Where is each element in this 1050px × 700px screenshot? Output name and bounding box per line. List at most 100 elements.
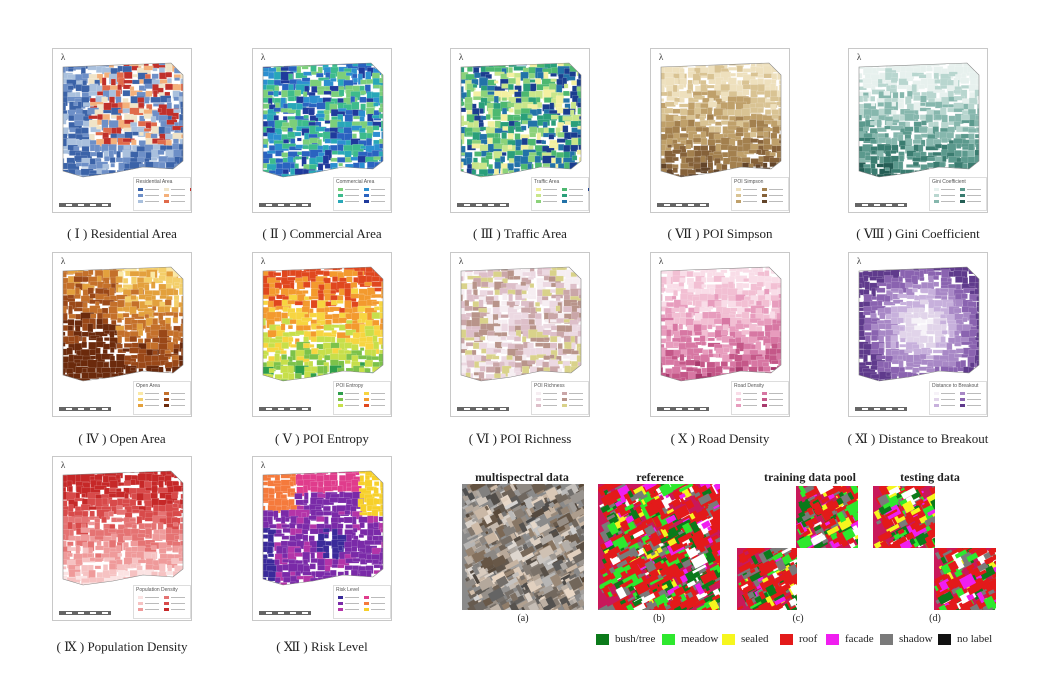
- map-cell: [378, 301, 383, 308]
- map-cell: [667, 144, 672, 148]
- map-cell: [891, 380, 901, 381]
- map-cell: [501, 323, 509, 332]
- map-cell: [63, 583, 69, 585]
- map-cell: [665, 373, 670, 381]
- map-cell: [541, 140, 547, 145]
- map-cell: [268, 63, 282, 67]
- map-cell: [381, 131, 383, 140]
- map-cell: [912, 367, 920, 373]
- map-cell: [564, 120, 572, 126]
- map-cell: [750, 131, 757, 138]
- legend-swatch: [338, 398, 343, 401]
- legend-swatch: [934, 404, 939, 407]
- map-cell: [699, 307, 712, 312]
- map-cell: [275, 305, 291, 310]
- map-cell: [487, 137, 494, 145]
- map-cell: [548, 127, 555, 134]
- map-cell: [373, 102, 379, 107]
- map-cell: [80, 175, 87, 177]
- map-cell: [331, 576, 337, 583]
- legend-swatch: [164, 596, 169, 599]
- legend-swatch: [338, 194, 343, 197]
- map-cell: [920, 102, 926, 107]
- map-cell: [110, 78, 116, 86]
- map-cell: [181, 480, 183, 491]
- map-cell: [111, 127, 117, 135]
- legend-swatch: [588, 188, 589, 191]
- legend-text-line: [543, 393, 557, 394]
- legend-text-line: [769, 405, 783, 406]
- map-cell: [63, 486, 67, 496]
- map-cell: [528, 276, 534, 280]
- scale-bar: [457, 199, 517, 209]
- legend-text-line: [171, 393, 185, 394]
- map-cell: [63, 271, 67, 278]
- map-cell: [179, 157, 183, 164]
- legend-text-line: [569, 195, 583, 196]
- north-arrow-icon: λ: [856, 52, 862, 62]
- map-cell: [346, 276, 353, 283]
- legend-swatch: [338, 596, 343, 599]
- map-cell: [379, 162, 383, 173]
- map-cell: [864, 281, 870, 291]
- legend-swatch: [338, 608, 343, 611]
- map-cell: [104, 156, 110, 162]
- map-cell: [378, 353, 383, 362]
- map-cell: [179, 63, 183, 70]
- map-cell: [749, 119, 757, 129]
- multispectral-image: [462, 484, 584, 610]
- map-cell: [687, 301, 693, 306]
- map-cell: [130, 289, 145, 295]
- map-cell: [859, 354, 864, 358]
- map-cell: [949, 330, 955, 338]
- map-cell: [678, 282, 685, 287]
- map-cell: [461, 107, 467, 113]
- map-cell: [741, 63, 751, 66]
- map-cell: [115, 474, 121, 480]
- map-cell: [700, 360, 706, 368]
- map-cell: [665, 101, 676, 107]
- map-cell: [859, 114, 863, 121]
- map-cell: [180, 270, 183, 277]
- map-cell: [301, 317, 313, 322]
- map-cell: [501, 132, 507, 140]
- legend-text-line: [769, 393, 783, 394]
- map-cell: [933, 89, 946, 93]
- map-cell: [374, 481, 380, 487]
- map-cell: [961, 341, 973, 346]
- map-cell: [493, 168, 500, 177]
- map-cell: [275, 168, 290, 177]
- map-cell: [729, 72, 736, 77]
- map-cell: [302, 499, 309, 504]
- map-cell: [359, 132, 368, 140]
- map-cell: [88, 380, 96, 381]
- map-cell: [109, 569, 117, 575]
- map-cell: [289, 481, 294, 487]
- study-area-outline: [660, 62, 782, 178]
- map-commercial-area: λ Commercial Area: [252, 48, 392, 213]
- map-cell: [166, 119, 178, 125]
- map-cell: [953, 307, 962, 314]
- map-cell: [939, 161, 946, 170]
- map-cell: [172, 522, 178, 527]
- map-cell: [337, 541, 346, 546]
- map-cell: [514, 378, 527, 381]
- map-cell: [962, 163, 968, 172]
- scale-bar: [259, 607, 319, 617]
- map-cell: [899, 378, 914, 381]
- map-cell: [63, 158, 65, 167]
- map-cell: [755, 149, 762, 155]
- map-cell: [263, 144, 268, 149]
- map-cell: [859, 174, 869, 177]
- legend-text-line: [145, 201, 159, 202]
- map-cell: [371, 168, 383, 174]
- map-cell: [769, 96, 781, 102]
- map-cell: [709, 379, 720, 381]
- map-cell: [274, 553, 288, 565]
- map-cell: [578, 312, 581, 321]
- tile-patch: [535, 585, 547, 593]
- map-mosaic: [62, 266, 184, 382]
- legend-swatch: [338, 602, 343, 605]
- map-cell: [294, 89, 302, 97]
- map-cell: [672, 275, 686, 283]
